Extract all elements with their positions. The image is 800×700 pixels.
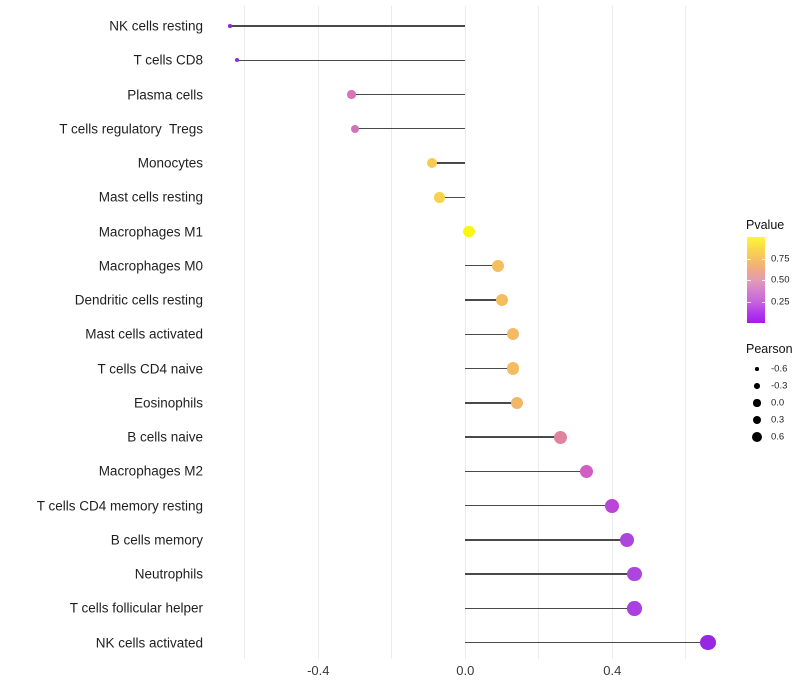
- lollipop-stem: [465, 642, 708, 644]
- pvalue-tick-mark: [747, 258, 751, 260]
- lollipop-dot: [510, 396, 523, 409]
- pvalue-tick-mark: [761, 280, 765, 281]
- gridline: [391, 6, 393, 659]
- lollipop-dot: [492, 259, 505, 272]
- pvalue-tick-label: 0.25: [771, 295, 790, 307]
- lollipop-dot: [347, 90, 356, 99]
- lollipop-dot: [700, 634, 716, 651]
- gridline: [685, 6, 687, 659]
- y-axis-label: Macrophages M2: [98, 463, 203, 479]
- x-axis-tick-label: 0.0: [456, 663, 475, 678]
- lollipop-stem: [237, 59, 466, 61]
- lollipop-dot: [434, 191, 445, 203]
- y-axis-label: Dendritic cells resting: [74, 292, 203, 308]
- lollipop-stem: [465, 436, 561, 438]
- y-axis-label: Eosinophils: [133, 395, 203, 411]
- lollipop-dot: [350, 124, 360, 134]
- lollipop-dot: [627, 566, 642, 582]
- lollipop-dot: [627, 601, 642, 616]
- lollipop-stem: [465, 402, 517, 404]
- lollipop-stem: [465, 539, 627, 541]
- pearson-size-label: 0.3: [771, 414, 785, 426]
- y-axis-label: B cells naive: [127, 429, 203, 445]
- lollipop-dot: [506, 328, 520, 341]
- lollipop-stem: [465, 607, 635, 610]
- pearson-size-label: 0.6: [771, 431, 785, 443]
- pvalue-tick-mark: [761, 301, 765, 303]
- lollipop-stem: [465, 573, 635, 575]
- pvalue-tick-mark: [747, 301, 751, 303]
- lollipop-stem: [465, 265, 499, 267]
- pearson-size-label: -0.3: [771, 380, 788, 392]
- lollipop-stem: [465, 470, 587, 473]
- gridline: [317, 6, 319, 659]
- x-axis-tick-label: -0.4: [307, 663, 330, 678]
- gridline: [611, 6, 613, 659]
- lollipop-dot: [496, 294, 509, 307]
- lollipop-stem: [439, 196, 466, 198]
- y-axis-label: Monocytes: [137, 155, 203, 171]
- y-axis-label: Macrophages M1: [98, 223, 203, 239]
- pearson-size-dot: [753, 399, 761, 407]
- pvalue-tick-label: 0.75: [771, 252, 790, 264]
- lollipop-dot: [506, 362, 520, 375]
- y-axis-label: Plasma cells: [127, 86, 203, 102]
- pearson-size-dot: [755, 367, 759, 371]
- y-axis-label: Neutrophils: [134, 566, 203, 582]
- pearson-size-dot: [752, 415, 762, 425]
- pvalue-legend-title: Pvalue: [746, 218, 785, 232]
- gridline: [244, 6, 246, 659]
- y-axis-label: NK cells activated: [95, 634, 203, 650]
- lollipop-stem: [465, 504, 613, 507]
- y-axis-label: T cells CD4 naive: [97, 360, 203, 376]
- pearson-size-dot: [754, 383, 760, 389]
- y-axis-label: B cells memory: [110, 532, 203, 548]
- pvalue-tick-label: 0.50: [771, 274, 790, 286]
- lollipop-stem: [465, 367, 514, 370]
- lollipop-stem: [355, 128, 466, 130]
- lollipop-stem: [465, 333, 514, 335]
- pearson-size-label: 0.0: [771, 397, 785, 409]
- gridline: [538, 6, 540, 659]
- y-axis-label: T cells CD8: [133, 52, 203, 68]
- lollipop-dot: [619, 532, 635, 548]
- lollipop-stem: [465, 299, 503, 301]
- lollipop-dot: [235, 58, 240, 63]
- y-axis-label: NK cells resting: [109, 18, 203, 34]
- pvalue-tick-mark: [747, 280, 751, 281]
- gridline: [464, 6, 466, 659]
- lollipop-stem: [230, 24, 466, 28]
- lollipop-stem: [432, 162, 466, 164]
- y-axis-label: Mast cells activated: [85, 326, 203, 342]
- y-axis-label: Macrophages M0: [98, 258, 203, 274]
- lollipop-dot: [463, 225, 475, 238]
- lollipop-dot: [579, 464, 594, 479]
- pvalue-gradient-bar: [747, 237, 765, 323]
- lollipop-dot: [605, 498, 620, 513]
- lollipop-stem: [351, 93, 466, 96]
- lollipop-dot: [554, 430, 568, 444]
- y-axis-label: T cells CD4 memory resting: [36, 497, 203, 513]
- lollipop-dot: [426, 157, 438, 169]
- y-axis-label: T cells regulatory Tregs: [59, 121, 203, 137]
- pearson-legend-title: Pearson: [746, 342, 793, 356]
- pearson-size-label: -0.6: [771, 363, 788, 375]
- y-axis-label: T cells follicular helper: [69, 600, 203, 616]
- pvalue-tick-mark: [761, 258, 765, 260]
- y-axis-label: Mast cells resting: [98, 189, 203, 205]
- pearson-size-dot: [751, 431, 763, 443]
- lollipop-dot: [228, 24, 232, 28]
- x-axis-tick-label: 0.4: [603, 663, 622, 678]
